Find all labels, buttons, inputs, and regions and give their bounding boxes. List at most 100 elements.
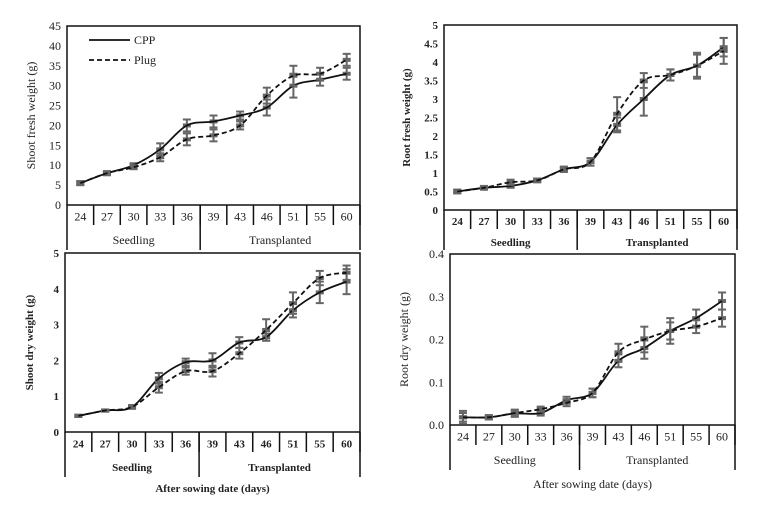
data-point-plug: [128, 404, 137, 409]
y-tick-label: 1.5: [424, 150, 438, 162]
y-axis-label: Root dry weight (g): [397, 292, 411, 387]
x-tick-label: 43: [612, 216, 624, 228]
y-tick-label: 3: [54, 320, 60, 332]
series-line-plug: [78, 271, 347, 417]
x-tick-label: 51: [665, 216, 676, 228]
y-tick-label: 3.5: [424, 76, 438, 88]
y-tick-label: 2.5: [424, 113, 438, 125]
x-tick-label: 27: [100, 439, 112, 451]
x-tick-label: 39: [585, 216, 597, 228]
y-tick-label: 0.5: [424, 187, 438, 199]
data-point-plug: [342, 57, 351, 62]
series-line-plug: [462, 317, 723, 419]
x-tick-label: 33: [154, 210, 166, 224]
y-axis-label: Shoot dry weight (g): [24, 294, 36, 390]
x-tick-label: 46: [638, 430, 650, 444]
data-point-plug: [129, 165, 138, 170]
x-tick-label: 60: [716, 430, 728, 444]
x-tick-label: 33: [153, 439, 165, 451]
chart-4: 0.0 0.1 0.2 0.3 0.4 Root dry weight (g) 24 27 30…: [397, 247, 736, 491]
group-label: Seedling: [112, 462, 152, 474]
y-tick-label: 0.3: [429, 290, 444, 304]
y-tick-label: 15: [49, 138, 61, 152]
y-tick-label: 30: [49, 79, 61, 93]
x-tick-label: 30: [128, 210, 140, 224]
y-tick-label: 0.1: [429, 375, 444, 389]
x-tick-label: 24: [457, 430, 469, 444]
x-tick-label: 46: [638, 216, 650, 228]
x-tick-label: 27: [101, 210, 113, 224]
y-tick-label: 4.5: [424, 39, 438, 51]
y-axis-label: Shoot fresh weight (g): [24, 62, 38, 170]
x-tick-label: 39: [207, 439, 219, 451]
plot-area: [443, 24, 738, 211]
chart-2: 0 0.5 1 1.5 2 2.5 3 3.5 4 4.5 5 Root fresh weight (…: [401, 20, 738, 250]
legend-label: CPP: [134, 33, 156, 47]
group-label: Seedling: [491, 237, 531, 249]
x-tick-label: 36: [558, 216, 570, 228]
y-tick-label: 4: [54, 284, 60, 296]
x-tick-label: 60: [341, 210, 353, 224]
series-line-cpp: [80, 72, 347, 184]
series-line-plug: [457, 50, 725, 193]
x-tick-label: 43: [234, 210, 246, 224]
x-tick-label: 36: [181, 210, 193, 224]
y-tick-label: 45: [49, 19, 61, 33]
y-tick-label: 0: [433, 205, 439, 217]
x-tick-label: 39: [587, 430, 599, 444]
data-point-plug: [614, 350, 623, 355]
group-label: Transplanted: [248, 462, 311, 474]
data-point-plug: [181, 369, 190, 374]
y-tick-label: 5: [433, 20, 439, 32]
x-tick-label: 55: [690, 430, 702, 444]
chart-1: 0 5 10 15 20 25 30 35 40 45 Shoot fresh weight (g)…: [24, 19, 361, 250]
group-label: Transplanted: [626, 453, 688, 467]
x-tick-label: 36: [561, 430, 573, 444]
x-axis-label: After sowing date (days): [533, 477, 652, 491]
group-label: Seedling: [113, 233, 155, 247]
data-point-plug: [154, 385, 163, 390]
group-label: Seedling: [494, 453, 536, 467]
x-tick-label: 33: [532, 216, 544, 228]
data-point-plug: [559, 167, 568, 172]
x-tick-label: 55: [314, 210, 326, 224]
x-tick-label: 43: [612, 430, 624, 444]
x-axis-label: After sowing date (days): [155, 483, 270, 495]
x-tick-label: 24: [452, 216, 464, 228]
y-tick-label: 0.2: [429, 333, 444, 347]
x-tick-label: 60: [718, 216, 730, 228]
x-tick-label: 39: [208, 210, 220, 224]
group-label: Transplanted: [249, 233, 311, 247]
y-tick-label: 0: [55, 198, 61, 212]
y-tick-label: 25: [49, 99, 61, 113]
y-tick-label: 3: [433, 94, 439, 106]
data-point-plug: [536, 407, 545, 412]
y-tick-label: 1: [54, 391, 60, 403]
x-tick-label: 55: [692, 216, 704, 228]
series-line-cpp: [78, 280, 347, 417]
y-tick-label: 0: [54, 427, 60, 439]
x-tick-label: 46: [261, 439, 273, 451]
x-tick-label: 51: [664, 430, 676, 444]
x-tick-label: 30: [509, 430, 521, 444]
data-point-plug: [209, 133, 218, 138]
data-point-plug: [262, 327, 271, 332]
y-tick-label: 40: [49, 39, 61, 53]
x-tick-label: 43: [234, 439, 246, 451]
y-tick-label: 1: [433, 168, 439, 180]
x-tick-label: 33: [535, 430, 547, 444]
x-tick-label: 55: [314, 439, 326, 451]
data-point-plug: [666, 328, 675, 333]
y-tick-label: 35: [49, 59, 61, 73]
legend-label: Plug: [134, 53, 156, 67]
y-tick-label: 10: [49, 158, 61, 172]
x-tick-label: 30: [505, 216, 517, 228]
x-tick-label: 36: [180, 439, 192, 451]
y-tick-label: 4: [433, 57, 439, 69]
chart-3: 0 1 2 3 4 5 Shoot dry weight (g) 24 27 30 33 36 39 43…: [24, 248, 361, 495]
y-tick-label: 0.4: [429, 247, 444, 261]
x-tick-label: 60: [341, 439, 353, 451]
x-tick-label: 46: [261, 210, 273, 224]
data-point-plug: [289, 73, 298, 78]
